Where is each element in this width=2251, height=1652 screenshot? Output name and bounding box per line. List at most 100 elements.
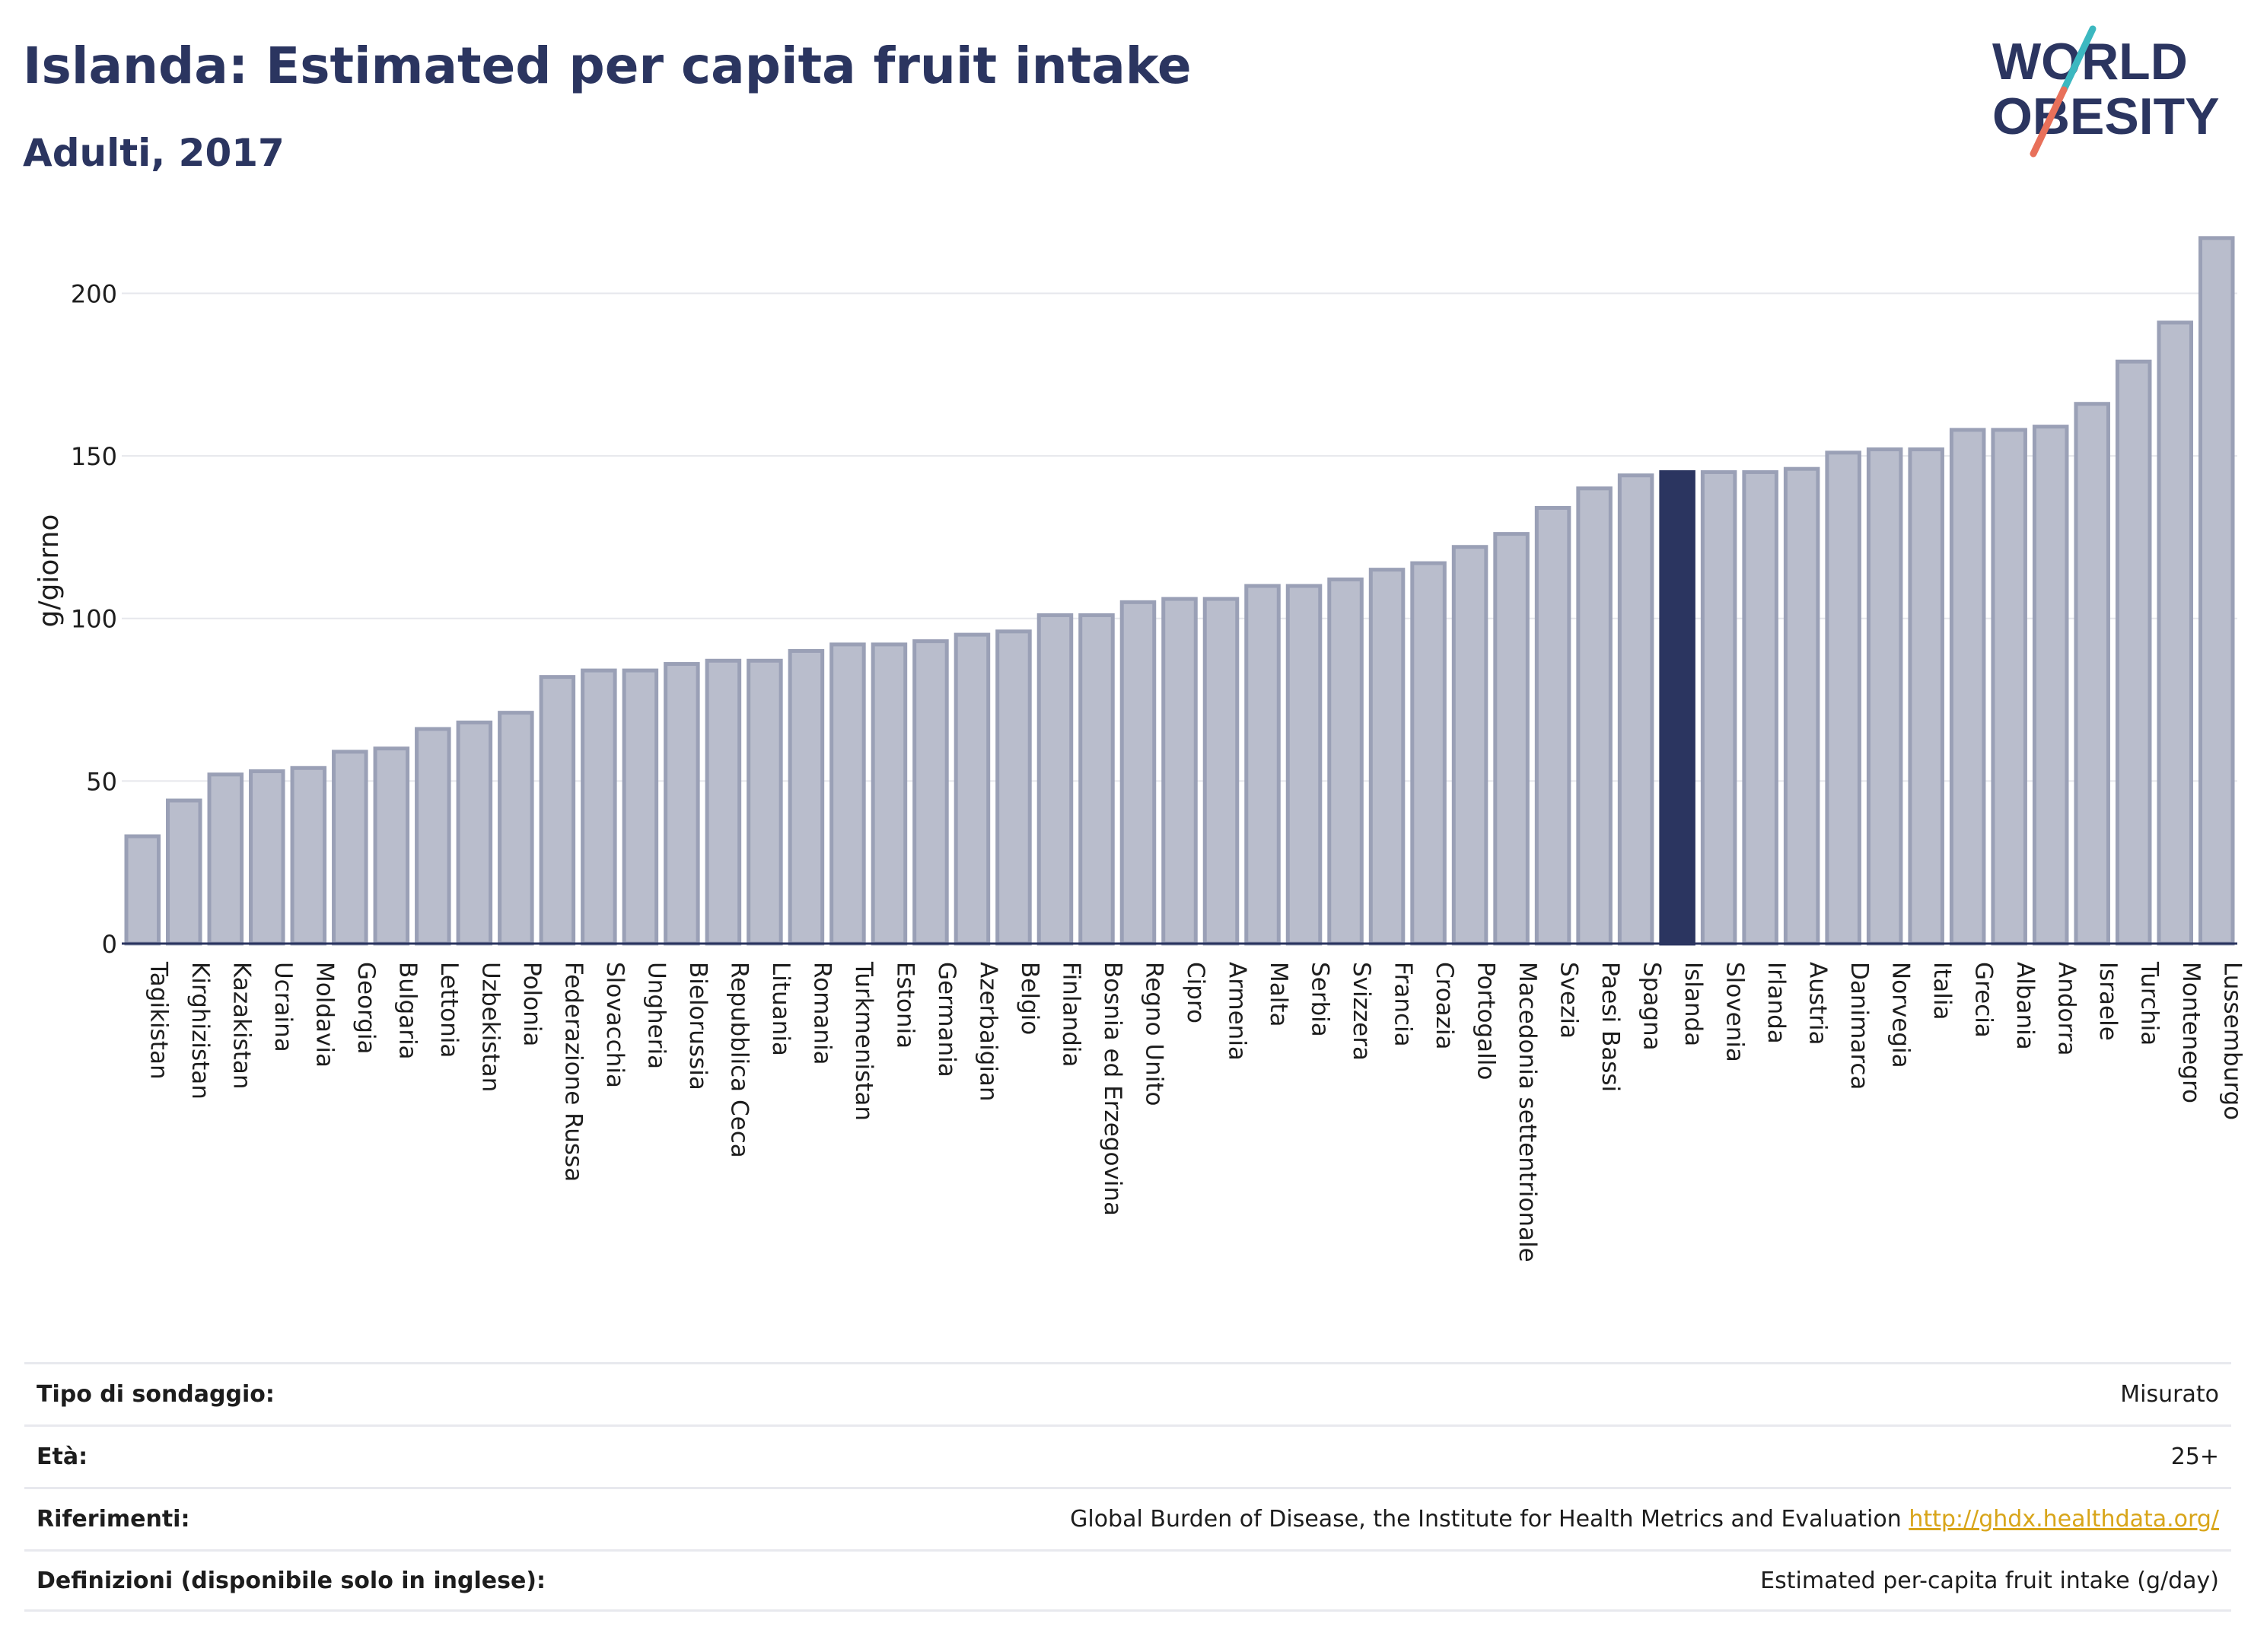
bar [2157, 320, 2193, 946]
x-tick-label: Belgio [1016, 962, 1043, 1035]
x-tick-label: Lituania [767, 962, 794, 1056]
x-tick-label: Irlanda [1762, 962, 1790, 1044]
x-tick-label: Bulgaria [393, 962, 421, 1060]
x-tick-label: Turchia [2136, 961, 2163, 1046]
x-tick-label: Armenia [1224, 962, 1251, 1061]
info-row-age: Età: 25+ [24, 1424, 2231, 1487]
info-row-survey-type: Tipo di sondaggio: Misurato [24, 1362, 2231, 1424]
bar [1036, 613, 1074, 946]
x-tick-label: Polonia [518, 962, 546, 1046]
reference-link[interactable]: http://ghdx.healthdata.org/ [1909, 1506, 2219, 1533]
info-label: Definizioni (disponibile solo in inglese… [37, 1567, 546, 1594]
bar [1825, 450, 1861, 946]
bar [249, 769, 285, 946]
bar [1244, 584, 1281, 946]
bar [1327, 577, 1364, 946]
world-obesity-logo: WORLD OBESITY [1992, 25, 2220, 158]
bar [995, 629, 1032, 946]
bar [332, 750, 368, 946]
bar [1161, 597, 1198, 946]
x-tick-label: Bielorussia [684, 962, 712, 1090]
logo-slash-teal [2060, 25, 2097, 94]
bar [664, 662, 700, 946]
info-value: Misurato [2120, 1381, 2219, 1408]
x-tick-label: Germania [933, 962, 960, 1077]
info-row-definitions: Definizioni (disponibile solo in inglese… [24, 1549, 2231, 1612]
bar [1783, 466, 1820, 946]
x-axis-labels: Tagikistan Kirghizistan Kazakistan Ucraina M… [145, 961, 2246, 1262]
bar [1202, 597, 1240, 946]
bar [1078, 613, 1115, 946]
x-tick-label: Romania [808, 962, 836, 1065]
x-tick-label: Bosnia ed Erzegovina [1099, 962, 1126, 1216]
x-tick-label: Uzbekistan [476, 962, 504, 1092]
bar-highlighted [1659, 469, 1695, 946]
x-tick-label: Albania [2011, 962, 2039, 1050]
logo-text-obesity: OBESITY [1992, 88, 2220, 145]
bar [1119, 600, 1157, 946]
bar [290, 766, 327, 946]
x-tick-label: Montenegro [2177, 962, 2205, 1103]
info-label: Riferimenti: [37, 1506, 190, 1533]
info-table: Tipo di sondaggio: Misurato Età: 25+ Rif… [24, 1362, 2231, 1612]
x-tick-label: Danimarca [1845, 962, 1873, 1090]
bar [871, 642, 908, 946]
info-label: Età: [37, 1444, 88, 1470]
x-tick-label: Svezia [1555, 962, 1583, 1039]
bar [207, 772, 244, 946]
bar [456, 720, 493, 946]
x-tick-label: Tagikistan [145, 961, 172, 1080]
x-tick-label: Spagna [1638, 962, 1666, 1051]
x-tick-label: Cipro [1182, 962, 1209, 1023]
bar [912, 639, 949, 946]
y-tick-label: 0 [102, 930, 117, 959]
bar [1700, 469, 1737, 946]
x-tick-label: Regno Unito [1140, 962, 1167, 1106]
x-tick-label: Andorra [2053, 962, 2081, 1055]
x-tick-label: Slovenia [1721, 962, 1749, 1062]
x-tick-label: Ucraina [269, 962, 297, 1052]
x-tick-label: Kirghizistan [186, 962, 214, 1100]
x-tick-label: Austria [1804, 962, 1832, 1046]
x-tick-label: Malta [1265, 962, 1292, 1027]
x-tick-label: Turkmenistan [850, 961, 877, 1121]
chart-subtitle: Adulti, 2017 [23, 131, 285, 175]
bar [705, 658, 742, 946]
bar [2115, 359, 2152, 946]
x-tick-label: Serbia [1307, 962, 1334, 1037]
x-tick-label: Svizzera [1348, 962, 1375, 1061]
bar [581, 668, 617, 946]
info-label: Tipo di sondaggio: [37, 1381, 275, 1408]
bar [415, 727, 451, 946]
x-tick-label: Slovacchia [601, 962, 629, 1088]
bar [1285, 584, 1323, 946]
x-tick-label: Finlandia [1057, 962, 1084, 1067]
bar [1949, 428, 1986, 946]
bar [1576, 486, 1613, 946]
bar [124, 834, 161, 946]
bar [2074, 402, 2110, 946]
info-value: Global Burden of Disease, the Institute … [1070, 1506, 2219, 1533]
x-tick-label: Croazia [1431, 962, 1458, 1050]
reference-text: Global Burden of Disease, the Institute … [1070, 1506, 1902, 1533]
bar [1493, 532, 1530, 946]
x-tick-label: Paesi Bassi [1597, 962, 1624, 1092]
bar [1991, 428, 2027, 946]
info-value: Estimated per-capita fruit intake (g/day… [1760, 1567, 2219, 1594]
x-tick-label: Israele [2094, 962, 2122, 1041]
bar [498, 711, 534, 946]
bar [1866, 447, 1903, 946]
bar [622, 668, 659, 946]
y-tick-label: 50 [86, 767, 117, 796]
bars [124, 236, 2235, 946]
x-tick-label: Italia [1928, 962, 1956, 1020]
y-axis-ticks: 0 50 100 150 200 [71, 279, 117, 959]
bar [788, 648, 825, 946]
x-tick-label: Lettonia [435, 962, 463, 1058]
chart-title: Islanda: Estimated per capita fruit inta… [23, 37, 1192, 95]
bar [1617, 473, 1654, 946]
y-tick-label: 150 [71, 442, 117, 471]
bar [1410, 561, 1447, 946]
bar [1534, 505, 1571, 946]
bar [2198, 236, 2235, 946]
